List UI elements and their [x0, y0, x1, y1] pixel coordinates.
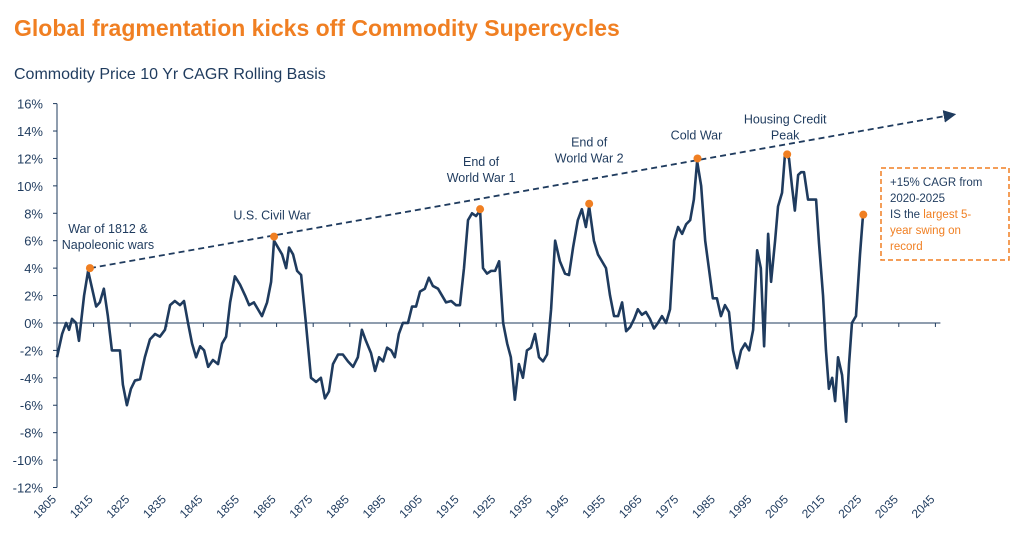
y-tick-label: -6% — [20, 398, 44, 413]
annotation-label: Peak — [771, 128, 800, 142]
annotation-dot — [783, 150, 792, 159]
annotation-dot — [693, 154, 702, 163]
x-tick-label: 1965 — [616, 492, 645, 521]
x-tick-label: 2035 — [872, 492, 901, 521]
x-tick-label: 1915 — [433, 492, 462, 521]
chart-title: Global fragmentation kicks off Commodity… — [14, 15, 620, 41]
y-tick-label: 0% — [24, 316, 43, 331]
y-tick-label: 4% — [24, 261, 43, 276]
x-tick-label: 2005 — [762, 492, 791, 521]
x-tick-label: 1825 — [104, 492, 133, 521]
x-tick-label: 1885 — [323, 492, 352, 521]
callout-line: +15% CAGR from — [890, 177, 982, 189]
x-tick-label: 2045 — [909, 492, 938, 521]
trend-line — [89, 110, 957, 270]
x-tick-label: 1865 — [250, 492, 279, 521]
x-tick-label: 1945 — [543, 492, 572, 521]
callout-text: record — [890, 241, 923, 253]
annotation-dot — [585, 199, 594, 208]
callout-text: +15% CAGR from — [890, 177, 982, 189]
annotation-dot — [270, 232, 279, 241]
x-tick-label: 1925 — [470, 492, 499, 521]
x-tick-label: 1835 — [140, 492, 169, 521]
x-tick-label: 1815 — [67, 492, 96, 521]
callout-text: year swing on — [890, 225, 961, 237]
data-line — [55, 153, 865, 423]
y-tick-label: -10% — [13, 453, 44, 468]
annotation-dot — [859, 210, 868, 219]
y-tick-label: 16% — [17, 97, 43, 112]
x-tick-label: 1855 — [213, 492, 242, 521]
callout-line: year swing on — [890, 225, 961, 237]
y-tick-label: 12% — [17, 151, 43, 166]
annotation-label: Cold War — [671, 128, 723, 142]
annotation-label: End of — [463, 155, 500, 169]
y-tick-label: 14% — [17, 124, 43, 139]
y-tick-label: -12% — [13, 481, 44, 496]
callout-text: 2020-2025 — [890, 193, 945, 205]
x-tick-label: 1875 — [287, 492, 316, 521]
callout-line: IS the largest 5- — [890, 209, 971, 221]
annotation-dot — [85, 264, 94, 273]
x-tick-label: 2025 — [836, 492, 865, 521]
x-tick-label: 1935 — [506, 492, 535, 521]
callout-box — [880, 167, 1010, 261]
annotation-label: World War 2 — [555, 152, 624, 166]
x-tick-label: 1905 — [396, 492, 425, 521]
annotation-dot — [476, 205, 485, 214]
annotation-label: U.S. Civil War — [233, 209, 310, 223]
callout-text: IS the — [890, 209, 923, 221]
chart-subtitle: Commodity Price 10 Yr CAGR Rolling Basis — [14, 66, 326, 83]
callout-line: record — [890, 241, 923, 253]
y-tick-label: -8% — [20, 426, 44, 441]
callout-line: 2020-2025 — [890, 193, 945, 205]
annotation-label: War of 1812 & — [68, 222, 148, 236]
x-tick-label: 1975 — [653, 492, 682, 521]
annotation-label: Housing Credit — [744, 112, 827, 126]
y-tick-label: 2% — [24, 289, 43, 304]
callout-text: largest 5- — [923, 209, 971, 221]
y-tick-label: 10% — [17, 179, 43, 194]
x-tick-label: 2015 — [799, 492, 828, 521]
annotation-label: Napoleonic wars — [62, 238, 154, 252]
y-tick-label: 6% — [24, 234, 43, 249]
annotation-label: World War 1 — [447, 171, 516, 185]
x-tick-label: 1995 — [726, 492, 755, 521]
x-tick-label: 1845 — [177, 492, 206, 521]
y-tick-label: -2% — [20, 343, 44, 358]
x-tick-label: 1955 — [579, 492, 608, 521]
x-tick-label: 1985 — [689, 492, 718, 521]
x-tick-label: 1805 — [30, 492, 59, 521]
y-tick-label: -4% — [20, 371, 44, 386]
y-tick-label: 8% — [24, 206, 43, 221]
x-tick-label: 1895 — [360, 492, 389, 521]
annotation-label: End of — [571, 136, 608, 150]
